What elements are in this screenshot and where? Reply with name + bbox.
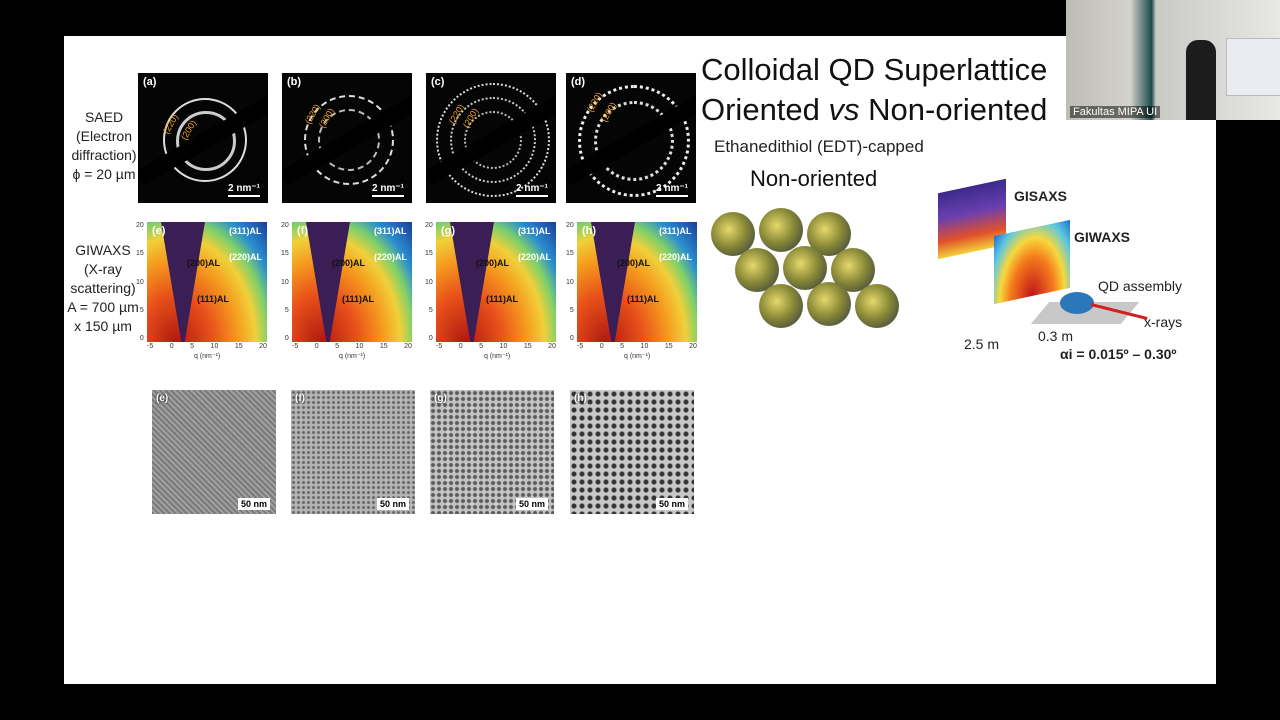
giwaxs-panel-f: (f) (311)AL (200)AL (220)AL (111)AL [292,222,412,342]
saed-panel-c: (c) (220) (200) 2 nm⁻¹ [426,73,556,203]
panel-label: (c) [431,76,445,88]
x-ticks-e: -5 0 5 10 15 20 [147,343,267,350]
peak-311: (311)AL [518,226,551,236]
x-axis-label-e: q (nm⁻¹) [194,353,221,360]
tem-panel-h: (h) 50 nm [570,390,694,514]
tem-panel-g: (g) 50 nm [430,390,554,514]
presenter-figure [1186,40,1216,120]
tem-panel-e: (e) 50 nm [152,390,276,514]
scale-bar: 50 nm [655,498,688,510]
x-axis-label-h: q (nm⁻¹) [624,353,651,360]
xrays-label: x-rays [1144,314,1183,330]
non-oriented-label: Non-oriented [750,166,878,191]
panel-label: (g) [434,393,447,404]
title-line-1: Colloidal QD Superlattice [701,52,1048,87]
x-axis-label-f: q (nm⁻¹) [339,353,366,360]
qd-assembly-label: QD assembly [1098,278,1183,294]
distance-2-5m: 2.5 m [964,336,1000,352]
peak-311: (311)AL [374,226,407,236]
projection-screen [1226,38,1280,96]
scattering-setup-diagram: GISAXS GIWAXS QD assembly x-rays 2.5 m 0… [930,178,1200,372]
tem-panel-f: (f) 50 nm [291,390,415,514]
giwaxs-label: GIWAXS [1074,229,1131,245]
panel-label: (g) [441,225,456,237]
peak-311: (311)AL [229,226,262,236]
panel-label: (e) [156,393,169,404]
y-ticks-h: 20 15 10 5 0 [566,222,574,342]
scale-bar: 2 nm⁻¹ [656,183,688,197]
y-ticks-e: 20 15 10 5 0 [136,222,144,342]
qd-cluster-illustration [709,206,909,336]
participant-name: Fakultas MIPA UI [1070,106,1161,118]
panel-label: (b) [287,76,302,88]
panel-label: (f) [295,393,305,404]
presentation-slide: SAED (Electron diffraction) ϕ = 20 µm GI… [64,36,1216,684]
peak-220: (220)AL [374,252,408,262]
peak-200: (200)AL [476,258,510,268]
peak-200: (200)AL [617,258,651,268]
saed-panel-b: (b) (220) (200) 2 nm⁻¹ [282,73,412,203]
giwaxs-panel-h: (h) (311)AL (200)AL (220)AL (111)AL [577,222,697,342]
ligand-label: Ethanedithiol (EDT)-capped [714,137,924,156]
saed-panel-d: (d) (220) (200) 2 nm⁻¹ [566,73,696,203]
scale-bar: 50 nm [515,498,548,510]
panel-label: (h) [574,393,587,404]
peak-200: (200)AL [332,258,366,268]
panel-label: (f) [297,225,308,237]
y-ticks-f: 20 15 10 5 0 [281,222,289,342]
zoom-watermark: zoom [1098,646,1190,682]
peak-220: (220)AL [229,252,263,262]
scale-bar: 2 nm⁻¹ [516,183,548,197]
title-line-2: Oriented vs Non-oriented [701,92,1048,127]
panel-label: (h) [582,225,597,237]
x-ticks-h: -5 0 5 10 15 20 [577,343,697,350]
y-ticks-g: 20 15 10 5 0 [425,222,433,342]
x-axis-label-g: q (nm⁻¹) [484,353,511,360]
incidence-angle-label: αi = 0.015º – 0.30º [1060,346,1177,362]
gisaxs-label: GISAXS [1014,188,1067,204]
slide-title: Colloidal QD Superlattice Oriented vs No… [701,50,1047,130]
saed-panel-a: (a) (220) (200) 2 nm⁻¹ [138,73,268,203]
giwaxs-row-label: GIWAXS (X-ray scattering) A = 700 µm x 1… [67,242,139,334]
scale-bar: 50 nm [237,498,270,510]
giwaxs-panel-g: (g) (311)AL (200)AL (220)AL (111)AL [436,222,556,342]
saed-row-label: SAED (Electron diffraction) ϕ = 20 µm [71,109,137,182]
x-ticks-f: -5 0 5 10 15 20 [292,343,412,350]
scale-bar: 50 nm [376,498,409,510]
peak-220: (220)AL [659,252,693,262]
scale-bar: 2 nm⁻¹ [372,183,404,197]
distance-0-3m: 0.3 m [1038,328,1074,344]
peak-111: (111)AL [342,294,375,304]
panel-label: (a) [143,76,157,88]
panel-label: (d) [571,76,586,88]
peak-311: (311)AL [659,226,692,236]
peak-111: (111)AL [197,294,230,304]
scale-bar: 2 nm⁻¹ [228,183,260,197]
peak-200: (200)AL [187,258,221,268]
participant-video-tile[interactable]: Fakultas MIPA UI [1066,0,1280,120]
peak-111: (111)AL [627,294,660,304]
peak-111: (111)AL [486,294,519,304]
giwaxs-panel-e: (e) (311)AL (200)AL (220)AL (111)AL [147,222,267,342]
peak-220: (220)AL [518,252,552,262]
panel-label: (e) [152,225,166,237]
x-ticks-g: -5 0 5 10 15 20 [436,343,556,350]
